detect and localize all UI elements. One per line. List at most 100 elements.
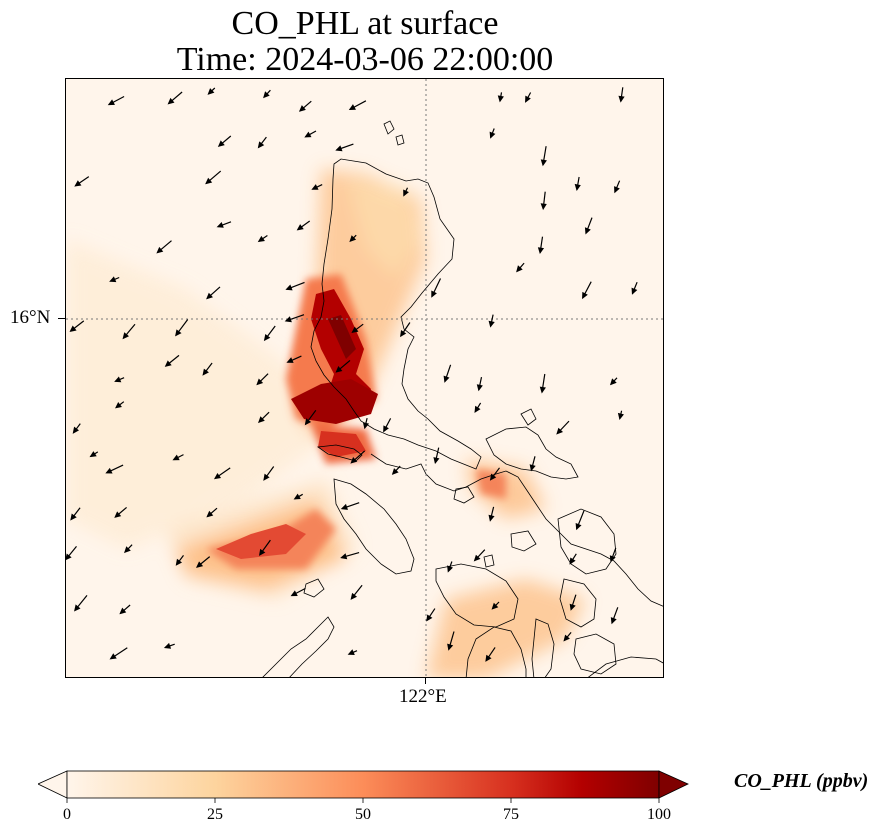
wind-arrow-head [537,247,545,255]
wind-arrow-head [107,99,115,106]
plume-north-luzon [346,179,421,279]
luzon-coastline [310,158,482,470]
wind-arrow-head [539,386,546,394]
wind-arrow-head [556,427,564,435]
map-title-line2: Time: 2024-03-06 22:00:00 [176,41,554,78]
marinduque [453,486,475,504]
wind-arrow-head [66,553,72,560]
wind-arrow-head [426,614,433,622]
colorbar-title: CO_PHL (ppbv) [734,770,869,792]
wind-arrow-head [114,511,122,518]
wind-arrow-head [263,91,270,99]
panay-coastline [435,563,519,628]
wind-arrow-head [206,510,214,518]
wind-arrow-head [69,325,77,332]
colorbar-label-50: 50 [355,806,371,823]
colorbar-label-100: 100 [647,806,671,823]
wind-arrow-head [205,177,213,185]
wind-arrow-head [122,332,130,340]
wind-arrow-head [617,412,624,420]
small-island-masbate [510,530,537,552]
wind-arrow-head [259,548,266,556]
mindoro-coastline [333,478,415,575]
wind-arrow-head [286,357,294,363]
colorbar-extend-high [658,770,689,799]
plume-visayas [426,579,586,677]
wind-arrow-head [263,473,270,481]
hotspot-core-gulf [291,379,378,424]
hotspot-core [216,289,378,559]
wind-arrow-head [540,159,547,167]
wind-arrow-head [540,203,547,211]
wind-arrow-head [284,316,292,323]
concentration-field [66,169,586,677]
wind-arrow-head [105,467,113,474]
wind-arrow-head [335,366,343,373]
wind-arrow-head [609,555,616,563]
wind-arrow-head [391,468,399,475]
small-island-north-2 [395,134,405,146]
wind-arrow-head [304,418,312,426]
wind-arrow-head [618,95,625,103]
wind-arrow-head [614,186,620,194]
wind-arrow-head [443,375,450,383]
colorbar-label-75: 75 [503,806,519,823]
wind-arrow-head [347,649,355,656]
wind-arrow-head [293,493,301,500]
wind-arrow-head [298,105,306,112]
coastlines [262,120,663,677]
wind-arrow-head [175,329,182,337]
bicol-peninsula [485,426,579,480]
wind-arrow-head [569,557,576,565]
wind-arrow-head [563,634,570,642]
wind-arrow-head [256,378,264,386]
bohol-coastline [573,633,617,675]
wind-arrow-head [72,426,79,434]
cebu-coastline [531,618,555,677]
wind-arrow-head [491,602,499,610]
wind-arrow-head [488,514,495,522]
hotspot-bicol-inner [476,469,506,499]
lon-axis-label: 122°E [399,686,447,707]
wind-arrow-head [582,291,588,300]
wind-arrow-head [447,643,454,651]
wind-arrow-head [156,246,164,254]
wind-arrow-head [485,654,492,662]
wind-arrow-head [610,617,617,625]
negros-coastline [465,626,527,677]
wind-arrow-head [489,473,497,481]
map-plot-area [65,78,664,678]
wind-arrow-head [202,368,209,376]
wind-arrow-head [351,326,359,334]
wind-arrow-head [575,522,582,531]
wind-vectors [66,87,638,662]
wind-arrow-head [525,95,531,103]
wind-arrow-head [311,184,319,190]
wind-arrow-head [569,603,576,611]
gridlines [66,79,663,677]
wind-arrow-head [348,104,356,111]
wind-arrow-head [340,553,348,560]
hotspot-core-bay [318,431,366,457]
map-title-line1: CO_PHL at surface [231,5,499,42]
small-island-romblon [483,554,495,568]
map-canvas [66,79,663,677]
calamian-islands [303,578,325,598]
colorbar-label-25: 25 [207,806,223,823]
wind-arrow-head [516,265,523,273]
wind-arrow-head [349,235,357,243]
wind-arrow-head [433,457,440,465]
wind-arrow-head [196,561,204,568]
wind-arrow-head [296,224,304,231]
manila-bay-coastline [370,453,663,607]
lat-tick [58,318,65,319]
wind-arrow-head [109,653,117,660]
wind-arrow-head [164,360,172,367]
wind-arrow-head [489,131,496,139]
wind-arrow-head [497,95,504,103]
bataan-coastline [316,444,363,462]
wind-arrow-head [172,454,180,461]
wind-arrow-head [114,376,122,383]
wind-arrow-head [74,180,82,187]
wind-arrow-head [631,287,638,295]
